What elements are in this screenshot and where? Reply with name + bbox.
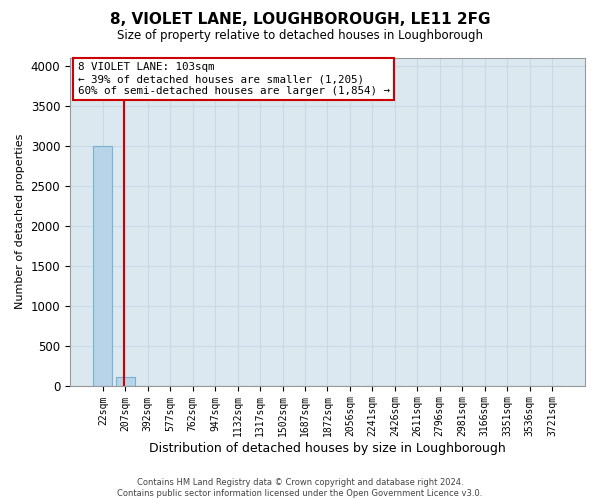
Text: Size of property relative to detached houses in Loughborough: Size of property relative to detached ho… [117, 29, 483, 42]
Bar [116, 377, 135, 386]
Text: 8, VIOLET LANE, LOUGHBOROUGH, LE11 2FG: 8, VIOLET LANE, LOUGHBOROUGH, LE11 2FG [110, 12, 490, 28]
X-axis label: Distribution of detached houses by size in Loughborough: Distribution of detached houses by size … [149, 442, 506, 455]
Bar [94, 146, 112, 386]
Text: 8 VIOLET LANE: 103sqm
← 39% of detached houses are smaller (1,205)
60% of semi-d: 8 VIOLET LANE: 103sqm ← 39% of detached … [77, 62, 389, 96]
Text: Contains HM Land Registry data © Crown copyright and database right 2024.
Contai: Contains HM Land Registry data © Crown c… [118, 478, 482, 498]
Y-axis label: Number of detached properties: Number of detached properties [15, 134, 25, 309]
